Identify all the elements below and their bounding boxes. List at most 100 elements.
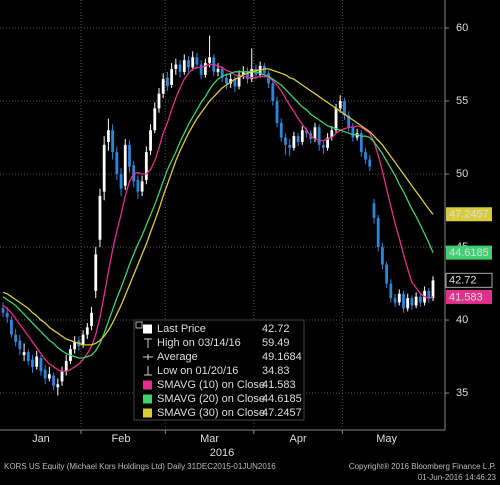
- candle-body: [115, 152, 119, 175]
- candle-body: [153, 108, 157, 131]
- candle-body: [321, 144, 325, 148]
- legend-label: SMAVG (30) on Close: [157, 407, 265, 419]
- candle-body: [241, 71, 245, 75]
- legend-value: 44.6185: [262, 393, 302, 405]
- candle-body: [52, 375, 55, 386]
- candle-body: [203, 63, 207, 75]
- candle-body: [10, 320, 13, 335]
- candle-body: [18, 340, 22, 350]
- legend-label: SMAVG (20) on Close: [157, 393, 265, 405]
- candle-body: [389, 283, 393, 299]
- candle-body: [136, 179, 140, 192]
- footer-timestamp: 01-Jun-2016 14:46:23: [418, 473, 497, 482]
- legend-swatch: [143, 408, 152, 418]
- candle-body: [73, 341, 77, 350]
- value-tag-bg: [446, 289, 492, 304]
- legend-collapse: [135, 321, 143, 329]
- candle-body: [406, 298, 410, 309]
- candle-body: [161, 79, 165, 94]
- x-tick-label: Apr: [290, 433, 307, 445]
- candle-body: [144, 152, 148, 180]
- candle-body: [414, 296, 418, 306]
- candle-body: [237, 74, 241, 87]
- candle-body: [98, 195, 102, 240]
- legend-swatch: [143, 380, 152, 390]
- candle-body: [14, 334, 18, 342]
- value-tag: 41.583: [449, 291, 483, 303]
- candle-body: [94, 254, 98, 291]
- candle-body: [364, 152, 367, 160]
- candle-body: [288, 144, 292, 148]
- legend-value: 42.72: [262, 323, 290, 335]
- x-axis-label: 2016: [210, 447, 234, 459]
- legend-label: Low on 01/20/16: [157, 365, 238, 377]
- legend-label: Last Price: [157, 323, 206, 335]
- candle-body: [233, 79, 237, 87]
- candle-body: [250, 68, 254, 80]
- candle-body: [178, 64, 182, 72]
- y-tick-label: 60: [456, 22, 468, 34]
- value-tag: 44.6185: [449, 247, 489, 259]
- candle-body: [418, 296, 422, 303]
- candle-body: [119, 174, 123, 189]
- legend-box: [133, 319, 305, 421]
- candle-body: [174, 64, 178, 69]
- candle-body: [368, 159, 372, 167]
- candle-body: [60, 371, 64, 382]
- candle-body: [284, 137, 287, 145]
- candle-body: [313, 127, 317, 140]
- legend-icon: [143, 354, 153, 360]
- legend-value: 49.1684: [262, 351, 302, 363]
- candle-body: [300, 130, 304, 142]
- candle-body: [128, 144, 131, 167]
- candle-body: [199, 64, 203, 75]
- x-tick-label: May: [376, 433, 397, 445]
- candle-body: [157, 93, 161, 109]
- candle-body: [81, 334, 85, 345]
- y-tick-label: 50: [456, 168, 468, 180]
- y-tick-label: 35: [456, 387, 468, 399]
- candle-body: [351, 127, 355, 138]
- legend-label: SMAVG (10) on Close: [157, 379, 265, 391]
- candle-body: [402, 293, 405, 309]
- candle-body: [1, 308, 5, 313]
- line-series: [2, 68, 434, 346]
- candle-body: [102, 144, 106, 192]
- candle-body: [334, 108, 338, 131]
- y-tick-label: 55: [456, 95, 468, 107]
- candle-body: [149, 130, 152, 151]
- candle-body: [35, 356, 39, 367]
- candle-body: [431, 280, 435, 299]
- candle-body: [317, 127, 321, 145]
- candle-body: [208, 57, 211, 64]
- legend: Last Price 42.72 High on 03/14/16 59.49 Aver…: [133, 319, 305, 421]
- candle-body: [427, 290, 431, 299]
- line-series: [2, 71, 434, 359]
- candle-body: [216, 68, 220, 72]
- candle-body: [195, 57, 199, 65]
- candle-body: [372, 203, 376, 218]
- candle-body: [330, 130, 334, 138]
- candle-body: [5, 312, 9, 318]
- candle-body: [292, 136, 296, 148]
- line-series: [2, 63, 434, 372]
- legend-value: 59.49: [262, 337, 290, 349]
- candle-body: [132, 165, 136, 182]
- candle-body: [262, 65, 266, 74]
- candle-body: [47, 374, 51, 379]
- legend-swatch: [143, 324, 152, 334]
- candle-body: [385, 264, 389, 284]
- candle-body: [393, 298, 397, 303]
- value-tag-bg: [446, 207, 492, 222]
- candle-body: [347, 115, 351, 128]
- legend-icon: [144, 366, 152, 376]
- candle-body: [170, 68, 174, 85]
- legend-label: High on 03/14/16: [157, 337, 241, 349]
- legend-value: 47.2457: [262, 407, 302, 419]
- candle-body: [397, 293, 401, 303]
- candle-body: [123, 144, 127, 186]
- candle-body: [225, 77, 228, 84]
- candle-body: [296, 136, 300, 142]
